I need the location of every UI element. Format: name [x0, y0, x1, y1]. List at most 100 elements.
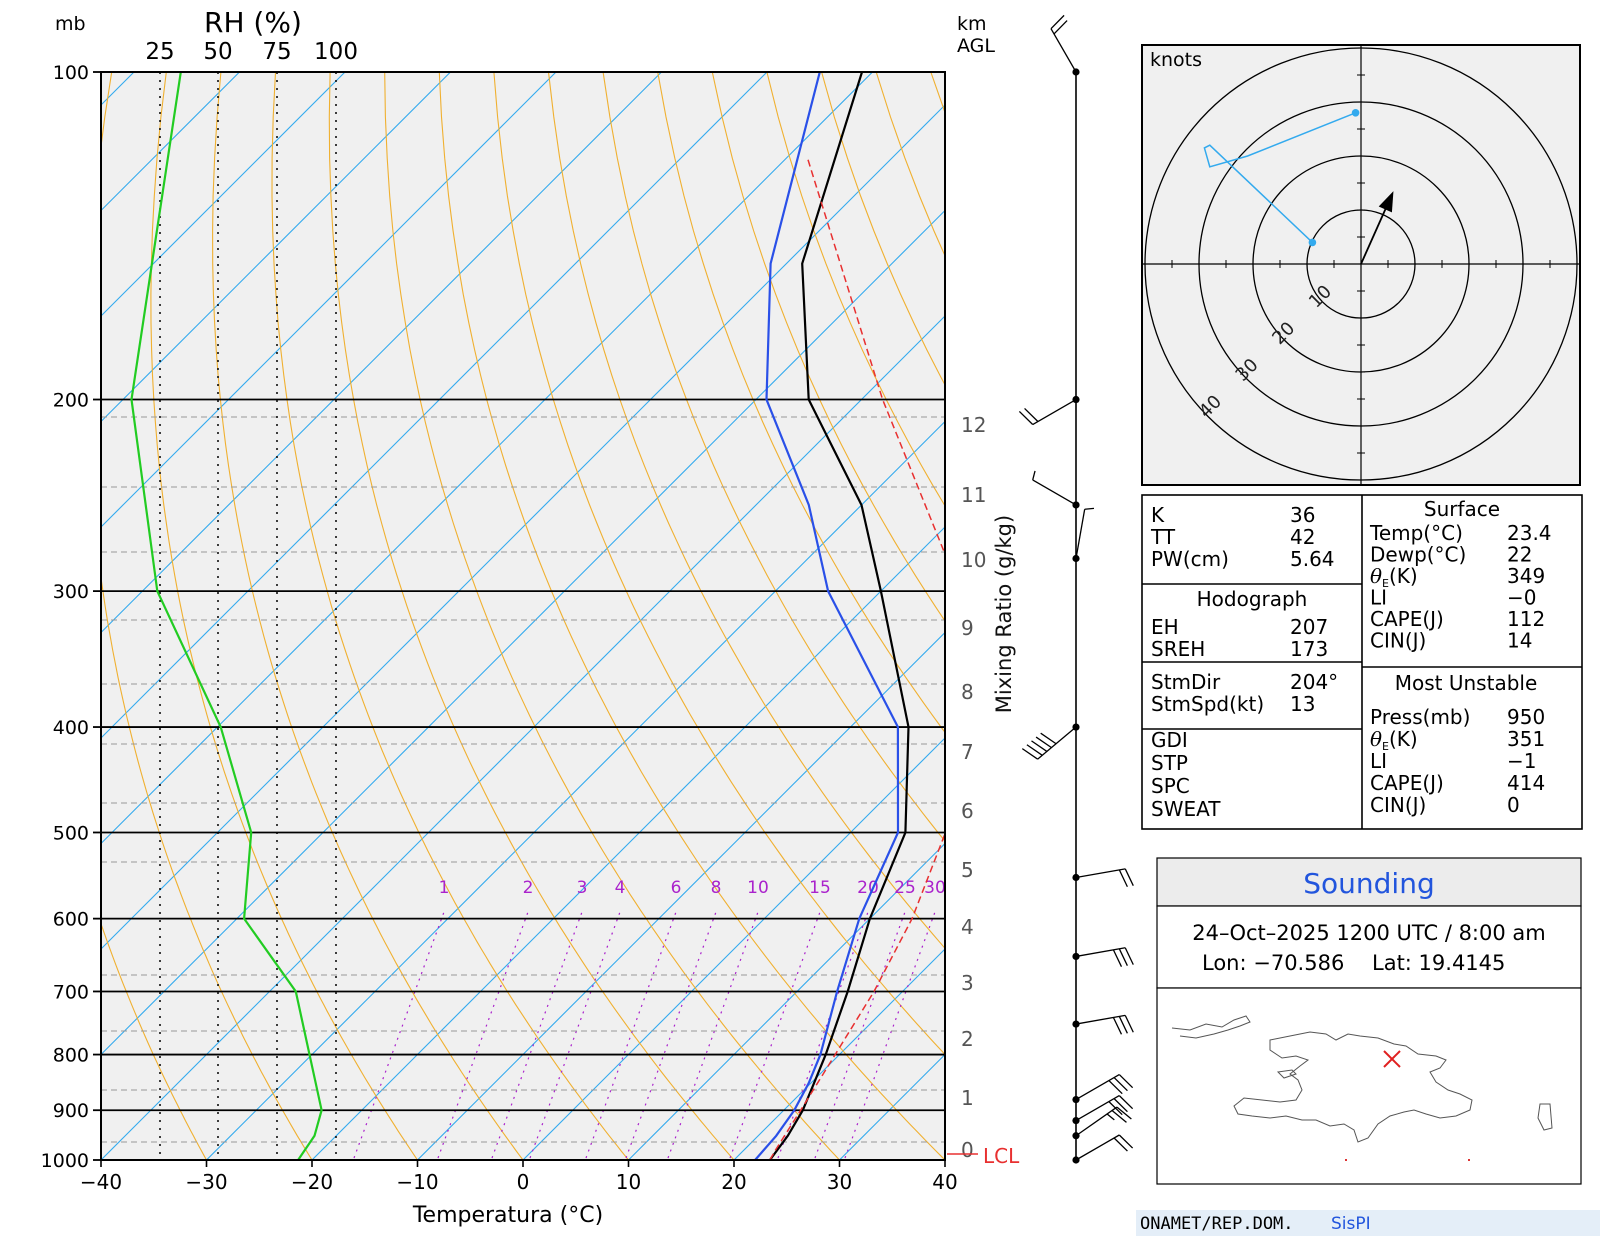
pressure-tick-label: 900 [53, 1100, 89, 1122]
wind-profile [1018, 14, 1134, 1164]
index-value: −1 [1507, 749, 1536, 773]
isotherm-line [101, 72, 557, 528]
dry-adiabat-line [657, 72, 945, 734]
index-label: SPC [1151, 774, 1190, 798]
wind-barb-station [1072, 873, 1080, 882]
puerto-rico-coastline [1537, 1103, 1553, 1131]
wind-barb-staff [1075, 868, 1126, 879]
index-label: LI [1370, 586, 1387, 610]
wind-barb-staff [1075, 1106, 1118, 1137]
wind-barb-feather [1124, 868, 1134, 886]
skewt-panel: 1 2 3 4 6 8 10 15 20 25 30 10020030040050060070080… [41, 6, 1020, 1228]
isotherm-line [628, 842, 945, 1160]
pressure-tick-label: 700 [53, 981, 89, 1003]
temperature-line [769, 72, 910, 1160]
mixing-ratio-line [729, 911, 821, 1159]
isotherm-line [101, 104, 945, 950]
wind-barb [1018, 395, 1080, 426]
index-label: STP [1151, 751, 1188, 775]
wind-barb-feather [1018, 410, 1034, 425]
wind-barb-feather [1118, 1074, 1134, 1089]
temp-tick-label: −30 [185, 1170, 227, 1194]
height-tick-label: 7 [961, 740, 974, 764]
index-label: CAPE(J) [1370, 771, 1444, 795]
hodograph-trace [1203, 112, 1356, 243]
wind-barb-staff [1075, 1134, 1120, 1161]
index-label: θE(K) [1370, 564, 1418, 590]
pressure-tick-label: 800 [53, 1045, 89, 1067]
mixing-ratio-line [491, 911, 583, 1159]
pressure-tick-label: 200 [53, 390, 89, 412]
dry-adiabat-line [438, 72, 945, 1160]
height-tick-label: 9 [961, 616, 974, 640]
mixing-ratio-label: 4 [615, 878, 626, 898]
index-value: −0 [1507, 586, 1536, 610]
wind-barb-feather [1108, 1080, 1123, 1095]
dry-adiabat-line [271, 72, 629, 1160]
gonave-island [1276, 1069, 1297, 1079]
index-label: K [1151, 503, 1165, 527]
isotherm-line [733, 948, 945, 1160]
mixing-ratio-label: 6 [671, 878, 682, 898]
wind-barb-feather [1040, 732, 1057, 745]
wind-barb [1072, 507, 1095, 563]
wind-barb-feather [1050, 14, 1065, 30]
height-tick-label: 3 [961, 971, 974, 995]
mb-label: mb [55, 13, 86, 35]
mixing-ratio-line [353, 911, 445, 1159]
wind-barb-staff [1075, 1014, 1126, 1025]
sounding-info: Sounding 24–Oct–2025 1200 UTC / 8:00 am … [1156, 857, 1582, 1185]
wind-barb-feather [1118, 948, 1128, 966]
wind-barb-feather [1116, 1106, 1132, 1120]
rh-tick-label: 25 [145, 39, 174, 65]
wind-barb-feather [1113, 1077, 1128, 1092]
mixing-axis-label: Mixing Ratio (g/kg) [992, 515, 1016, 713]
height-tick-label: 2 [961, 1027, 974, 1051]
index-label: CIN(J) [1370, 793, 1426, 817]
pressure-tick-label: 1000 [41, 1150, 89, 1172]
height-tick-label: 6 [961, 799, 974, 823]
mixing-ratio-label: 25 [894, 878, 916, 898]
km-label: km [957, 13, 987, 35]
index-label: θE(K) [1370, 727, 1418, 753]
wind-barb-feather [1031, 740, 1048, 753]
pressure-tick-label: 100 [53, 62, 89, 84]
location-map-frame [1156, 987, 1582, 1185]
dry-adiabat-line [150, 72, 418, 1160]
temp-tick-label: −20 [291, 1170, 333, 1194]
mixing-ratio-line [667, 911, 759, 1159]
wind-barb-feather [1118, 869, 1128, 888]
temp-tick-label: −40 [80, 1170, 122, 1194]
location-map [1171, 1015, 1553, 1161]
index-value: 112 [1507, 607, 1545, 631]
wind-barb-feather [1118, 1095, 1134, 1110]
dry-adiabat-line [384, 72, 840, 1160]
height-tick-label: 8 [961, 680, 974, 704]
wind-barb-feather [1112, 949, 1123, 967]
isotherm-line [101, 72, 873, 845]
wind-barb-staff [1075, 1095, 1120, 1122]
height-tick-label: 4 [961, 915, 974, 939]
rh-tick-label: 50 [203, 39, 232, 65]
index-label: EH [1151, 615, 1179, 639]
index-label: StmSpd(kt) [1151, 692, 1264, 716]
wind-barb [1072, 1134, 1134, 1164]
dry-adiabat-line [493, 72, 945, 1056]
footer-org: ONAMET/REP.DOM. [1140, 1214, 1294, 1234]
temp-tick-label: 10 [616, 1170, 641, 1194]
wind-barb-staff [1037, 726, 1077, 760]
height-tick-label: 5 [961, 858, 974, 882]
mixing-ratio-label: 15 [809, 878, 831, 898]
mixing-ratio-line [625, 911, 717, 1159]
rh-tick-label: 75 [262, 39, 291, 65]
index-label: StmDir [1151, 670, 1221, 694]
wind-barb [1050, 14, 1080, 76]
sounding-details-box [1156, 905, 1582, 989]
index-value: 23.4 [1507, 521, 1552, 545]
wind-barb-feather [1035, 736, 1052, 749]
hodograph-section-title: Hodograph [1197, 587, 1308, 611]
wind-barb-halffeather [1106, 1113, 1115, 1121]
isotherm-line [417, 631, 945, 1160]
